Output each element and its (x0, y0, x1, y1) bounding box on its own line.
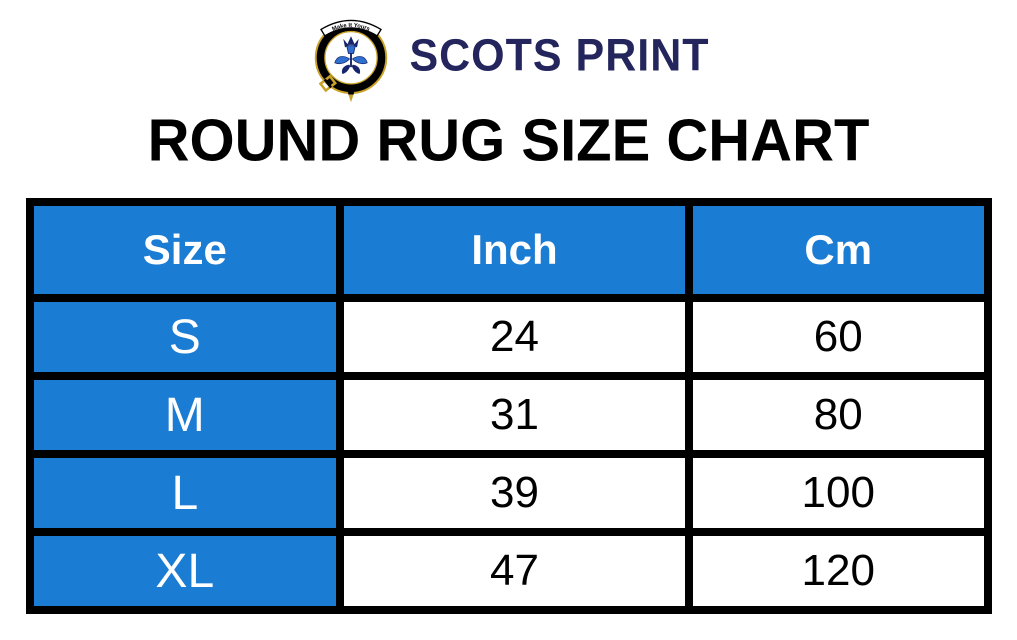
table-row: M 31 80 (33, 380, 984, 450)
table-row: S 24 60 (33, 302, 984, 372)
page-title: ROUND RUG SIZE CHART (147, 107, 870, 174)
inch-value: 24 (344, 302, 685, 372)
logo: Make It Yours SCOTS PRINT (0, 0, 1017, 104)
size-label: L (33, 458, 337, 528)
table-header-row: Size Inch Cm (33, 206, 984, 294)
cm-value: 120 (692, 536, 984, 606)
svg-text:Make It Yours: Make It Yours (332, 23, 371, 33)
size-label: M (33, 380, 337, 450)
thistle-icon (334, 36, 369, 74)
thistle-crest-icon: Make It Yours (315, 19, 388, 103)
banner-text: Make It Yours (332, 23, 371, 33)
inch-value: 39 (344, 458, 685, 528)
header-size: Size (33, 206, 337, 294)
size-label: S (33, 302, 337, 372)
header-inch: Inch (344, 206, 685, 294)
inch-value: 31 (344, 380, 685, 450)
cm-value: 60 (692, 302, 984, 372)
table-row: XL 47 120 (33, 536, 984, 606)
cm-value: 100 (692, 458, 984, 528)
size-label: XL (33, 536, 337, 606)
header-cm: Cm (692, 206, 984, 294)
size-chart-table: Size Inch Cm S 24 60 M 31 80 L 39 100 (25, 198, 992, 614)
inch-value: 47 (344, 536, 685, 606)
brand-text: SCOTS PRINT (409, 30, 710, 81)
table-row: L 39 100 (33, 458, 984, 528)
cm-value: 80 (692, 380, 984, 450)
